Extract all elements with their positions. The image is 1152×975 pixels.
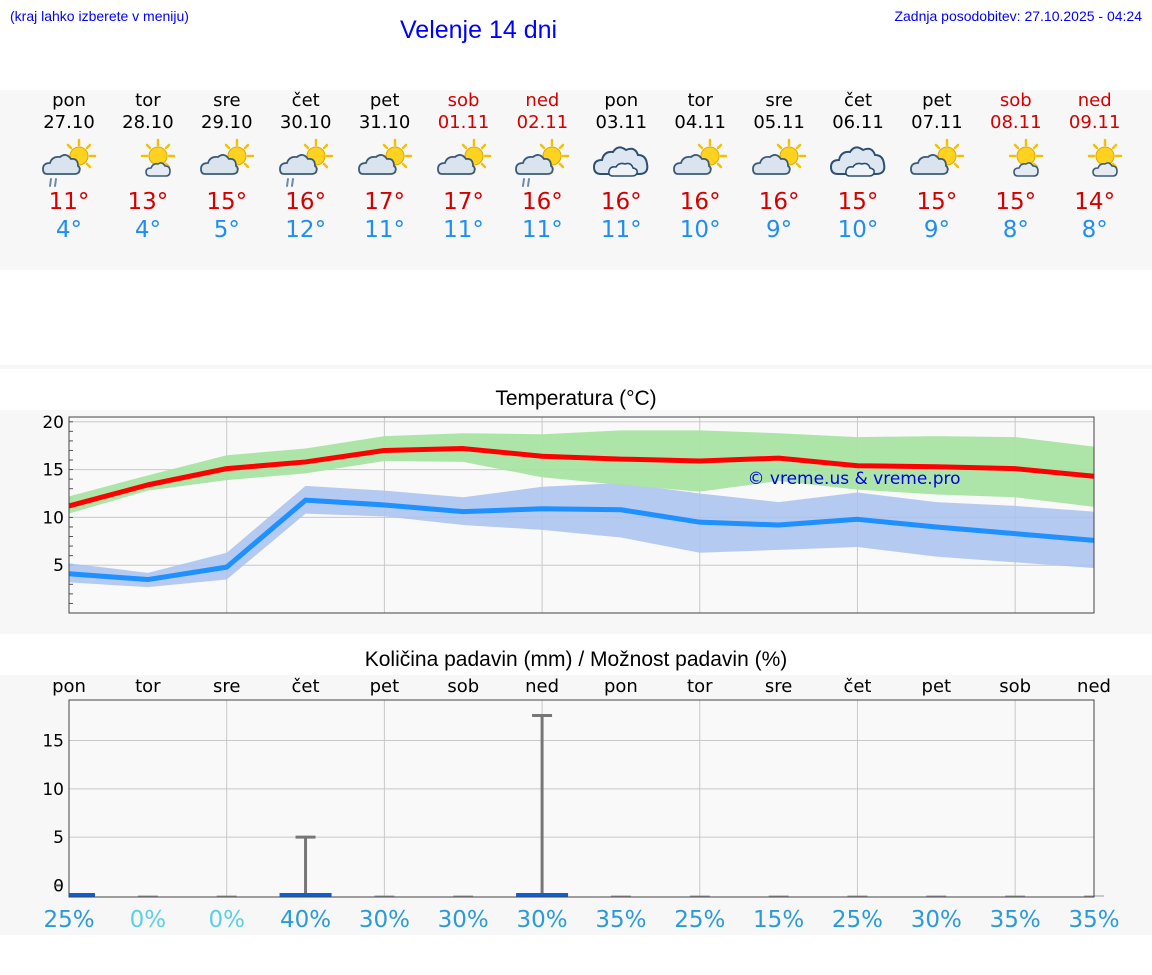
day-name: sob xyxy=(447,90,480,111)
max-temp: 14° xyxy=(1074,189,1116,215)
day-column: tor 28.10 13° 4° xyxy=(108,90,188,244)
day-column: ned 02.11 16° 11° xyxy=(502,90,582,244)
day-date: 05.11 xyxy=(753,112,805,133)
min-temp: 11° xyxy=(443,217,484,243)
day-date: 06.11 xyxy=(832,112,884,133)
sun-cloud-icon xyxy=(187,136,267,188)
day-name: čet xyxy=(843,90,873,111)
sun-cloud-icon xyxy=(345,136,425,188)
sun-cloud-icon xyxy=(739,136,819,188)
temperature-chart-title: Temperatura (°C) xyxy=(495,387,657,410)
day-date: 28.10 xyxy=(122,112,174,133)
sun-cloud-icon xyxy=(897,136,977,188)
day-date: 04.11 xyxy=(674,112,726,133)
day-column: sob 01.11 17° 11° xyxy=(424,90,504,244)
day-date: 08.11 xyxy=(990,112,1042,133)
sun-cloud-icon xyxy=(1055,136,1135,188)
sun-cloud-icon xyxy=(976,136,1056,188)
max-temp: 17° xyxy=(443,189,484,215)
divider xyxy=(0,365,1152,369)
day-date: 29.10 xyxy=(201,112,253,133)
sun-cloud-rain-icon xyxy=(266,136,346,188)
day-date: 03.11 xyxy=(595,112,648,133)
max-temp: 16° xyxy=(600,189,642,215)
min-temp: 9° xyxy=(766,217,793,243)
min-temp: 8° xyxy=(1002,217,1029,243)
last-update: Zadnja posodobitev: 27.10.2025 - 04:24 xyxy=(894,8,1142,24)
cloudy-icon xyxy=(581,136,661,188)
min-temp: 4° xyxy=(134,217,161,243)
min-temp: 9° xyxy=(923,217,950,243)
day-column: sre 29.10 15° 5° xyxy=(187,90,267,244)
day-name: pon xyxy=(52,90,86,111)
cloudy-icon xyxy=(818,136,898,188)
day-date: 07.11 xyxy=(911,112,963,133)
day-name: tor xyxy=(135,90,161,111)
sun-cloud-rain-icon xyxy=(502,136,582,188)
day-column: čet 06.11 15° 10° xyxy=(818,90,898,244)
day-name: pet xyxy=(369,90,400,111)
day-name: pon xyxy=(604,90,639,111)
day-name: ned xyxy=(525,90,560,111)
max-temp: 16° xyxy=(679,189,721,215)
min-temp: 8° xyxy=(1081,217,1108,243)
temperature-panel xyxy=(0,410,1152,634)
day-name: ned xyxy=(1077,90,1112,111)
location-menu-hint: (kraj lahko izberete v meniju) xyxy=(10,8,189,24)
day-column: tor 04.11 16° 10° xyxy=(660,90,740,244)
sun-cloud-icon xyxy=(424,136,504,188)
day-column: sob 08.11 15° 8° xyxy=(976,90,1056,244)
min-temp: 10° xyxy=(679,217,721,243)
day-column: sre 05.11 16° 9° xyxy=(739,90,819,244)
max-temp: 16° xyxy=(285,189,327,215)
day-name: pet xyxy=(922,90,952,111)
day-date: 01.11 xyxy=(437,112,490,133)
max-temp: 16° xyxy=(758,189,800,215)
sun-cloud-icon xyxy=(108,136,188,188)
min-temp: 4° xyxy=(55,217,83,243)
max-temp: 15° xyxy=(206,189,248,215)
min-temp: 11° xyxy=(364,217,405,243)
max-temp: 16° xyxy=(522,189,563,215)
day-name: čet xyxy=(291,90,320,111)
day-date: 31.10 xyxy=(358,112,411,133)
min-temp: 12° xyxy=(285,217,327,243)
min-temp: 11° xyxy=(522,217,563,243)
day-date: 09.11 xyxy=(1068,112,1121,133)
min-temp: 5° xyxy=(213,217,240,243)
forecast-panel xyxy=(0,90,1152,270)
precip-chart-title: Količina padavin (mm) / Možnost padavin … xyxy=(364,648,788,671)
page-title: Velenje 14 dni xyxy=(400,16,558,44)
day-date: 02.11 xyxy=(516,112,569,133)
day-column: pet 07.11 15° 9° xyxy=(897,90,977,244)
day-name: sob xyxy=(999,90,1032,111)
day-columns: pon 27.10 11° 4° tor 28.10 13° 4° sre 29.10 15° 5° č… xyxy=(0,90,1152,270)
min-temp: 11° xyxy=(600,217,642,243)
max-temp: 11° xyxy=(48,189,90,215)
max-temp: 13° xyxy=(127,189,169,215)
day-column: pon 03.11 16° 11° xyxy=(581,90,661,244)
sun-cloud-icon xyxy=(660,136,740,188)
sun-cloud-rain-icon xyxy=(29,136,109,188)
day-date: 27.10 xyxy=(43,112,95,133)
day-column: pet 31.10 17° 11° xyxy=(345,90,425,244)
max-temp: 15° xyxy=(995,189,1037,215)
day-name: sre xyxy=(213,90,241,111)
day-date: 30.10 xyxy=(279,112,332,133)
day-column: pon 27.10 11° 4° xyxy=(29,90,109,244)
max-temp: 15° xyxy=(916,189,958,215)
precip-panel xyxy=(0,675,1152,935)
day-column: čet 30.10 16° 12° xyxy=(266,90,346,244)
day-column: ned 09.11 14° 8° xyxy=(1055,90,1135,244)
min-temp: 10° xyxy=(837,217,879,243)
day-name: sre xyxy=(765,90,793,111)
max-temp: 17° xyxy=(364,189,405,215)
max-temp: 15° xyxy=(837,189,879,215)
day-name: tor xyxy=(687,90,713,111)
